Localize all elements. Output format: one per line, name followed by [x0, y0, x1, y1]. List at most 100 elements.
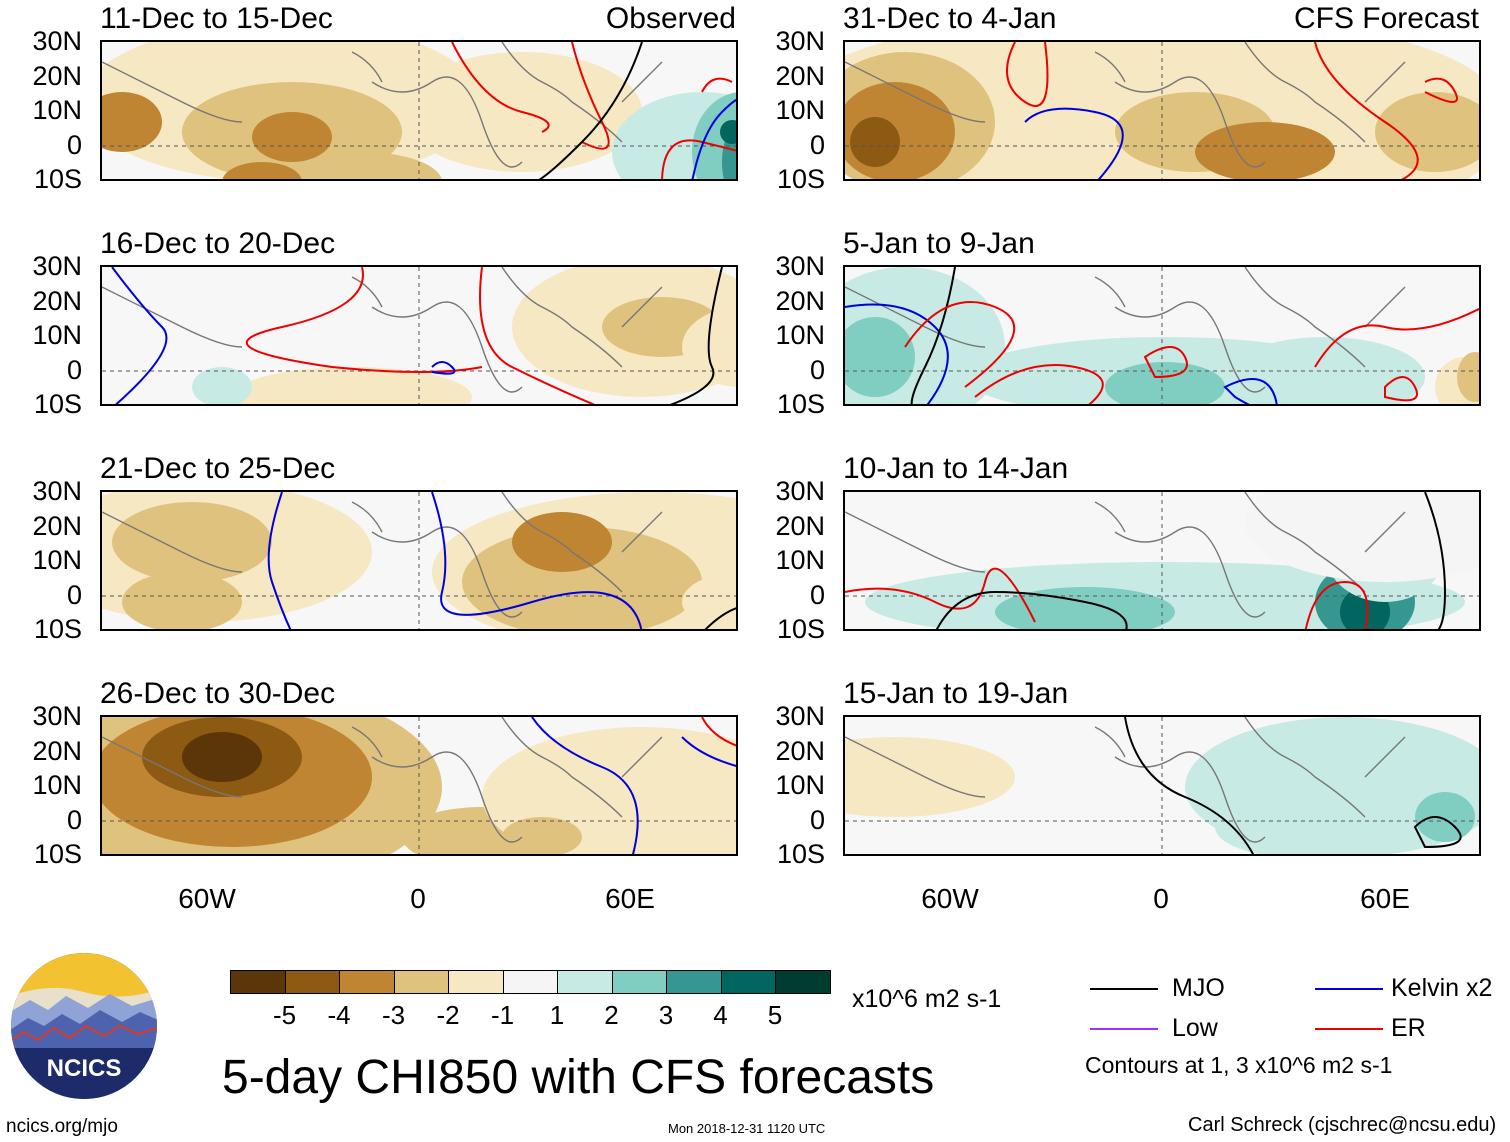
colorbar-label: 5	[767, 1000, 783, 1030]
colorbar-label: -3	[381, 1000, 406, 1030]
panel-date-range: 5-Jan to 9-Jan	[843, 227, 1035, 260]
chi850-map	[100, 265, 738, 406]
contour-er	[451, 42, 550, 133]
panel-source-tag: CFS Forecast	[1293, 2, 1479, 35]
y-tick-label: 10S	[33, 839, 82, 869]
panel-source-tag: Observed	[605, 2, 736, 35]
contour-er	[1314, 307, 1479, 368]
y-tick-label: 30N	[32, 476, 82, 506]
contour-er	[479, 267, 596, 404]
x-tick-right-60w: 60W	[921, 883, 979, 914]
contour-mjo	[669, 267, 723, 404]
source-url[interactable]: ncics.org/mjo	[6, 1116, 118, 1137]
anomaly-blob	[282, 152, 442, 179]
logo-text: NCICS	[47, 1055, 122, 1082]
anomaly-blob	[512, 512, 612, 572]
anomaly-field	[845, 267, 1479, 404]
y-tick-label: 10N	[32, 545, 82, 575]
y-tick-label: 30N	[775, 251, 825, 281]
contour-er	[1424, 77, 1458, 103]
y-tick-label: 10S	[776, 164, 825, 194]
colorbar-segment	[502, 970, 558, 994]
contour-er	[1006, 42, 1049, 107]
x-tick-right-60e: 60E	[1360, 883, 1410, 914]
colorbar-segment	[666, 970, 722, 994]
anomaly-field	[845, 42, 1479, 179]
x-tick-left-60w: 60W	[178, 883, 236, 914]
legend-line-kelvin	[1315, 988, 1383, 990]
contour-er	[1143, 346, 1188, 379]
contour-er	[845, 567, 1036, 623]
y-tick-label: 30N	[775, 701, 825, 731]
legend-line-er	[1315, 1028, 1383, 1030]
y-tick-label: 0	[809, 354, 825, 385]
anomaly-field	[102, 492, 736, 629]
panel-date-range: 10-Jan to 14-Jan	[843, 452, 1069, 485]
y-tick-label: 10S	[776, 389, 825, 419]
legend-label-low: Low	[1172, 1014, 1218, 1042]
anomaly-blob	[995, 587, 1175, 629]
colorbar-segment	[448, 970, 504, 994]
anomaly-blob	[182, 732, 262, 782]
chi850-map	[100, 715, 738, 856]
contour-er	[701, 77, 733, 93]
contour-mjo	[1124, 717, 1254, 854]
y-tick-label: 30N	[32, 701, 82, 731]
chi850-map	[843, 40, 1481, 181]
chi850-map	[100, 40, 738, 181]
contour-kelvin-x2	[681, 736, 736, 767]
contour-er	[701, 717, 736, 747]
y-tick-label: 20N	[775, 60, 825, 91]
anomaly-blob	[1245, 492, 1479, 582]
anomaly-blob	[845, 737, 1015, 817]
y-tick-label: 10S	[33, 164, 82, 194]
x-tick-left-60e: 60E	[605, 883, 655, 914]
contour-mjo	[936, 590, 1128, 629]
contour-er	[974, 364, 1104, 404]
panel-date-range: 26-Dec to 30-Dec	[100, 677, 336, 710]
contour-er	[1384, 376, 1418, 402]
y-tick-label: 10S	[776, 839, 825, 869]
coastline	[845, 492, 1406, 618]
legend-label-mjo: MJO	[1172, 974, 1225, 1002]
contour-er	[661, 139, 736, 179]
anomaly-field	[102, 267, 736, 404]
author-credit: Carl Schreck (cjschrec@ncsu.edu)	[1188, 1114, 1497, 1136]
y-tick-label: 10S	[33, 614, 82, 644]
contour-er	[246, 267, 483, 373]
y-tick-label: 30N	[775, 26, 825, 56]
colorbar-segment	[775, 970, 831, 994]
y-tick-label: 10N	[32, 770, 82, 800]
contour-mjo	[1413, 816, 1462, 849]
colorbar-segment	[611, 970, 667, 994]
anomaly-field	[845, 717, 1479, 854]
anomaly-blob	[112, 502, 272, 582]
y-tick-label: 0	[809, 804, 825, 835]
y-tick-label: 0	[66, 579, 82, 610]
ncics-logo: NCICS	[10, 952, 158, 1100]
anomaly-blob	[222, 162, 302, 179]
y-tick-label: 20N	[32, 60, 82, 91]
contour-mjo	[910, 267, 956, 404]
contour-kelvin-x2	[1223, 378, 1278, 404]
y-tick-label: 10N	[775, 545, 825, 575]
y-tick-label: 20N	[32, 735, 82, 766]
y-tick-label: 20N	[32, 510, 82, 541]
y-tick-label: 0	[809, 579, 825, 610]
contour-kelvin-x2	[267, 492, 292, 629]
anomaly-blob	[845, 317, 915, 397]
y-tick-label: 20N	[775, 285, 825, 316]
anomaly-blob	[850, 117, 900, 167]
contour-kelvin-x2	[1024, 107, 1124, 179]
chi850-map	[843, 490, 1481, 631]
colorbar-label: -1	[490, 1000, 515, 1030]
chi850-map	[843, 265, 1481, 406]
chi850-map	[100, 490, 738, 631]
anomaly-field	[102, 717, 736, 854]
colorbar-label: 2	[604, 1000, 619, 1030]
colorbar-segment	[557, 970, 613, 994]
colorbar-label: -2	[436, 1000, 460, 1030]
y-tick-label: 30N	[32, 26, 82, 56]
contour-mjo	[704, 607, 736, 629]
y-tick-label: 0	[809, 129, 825, 160]
